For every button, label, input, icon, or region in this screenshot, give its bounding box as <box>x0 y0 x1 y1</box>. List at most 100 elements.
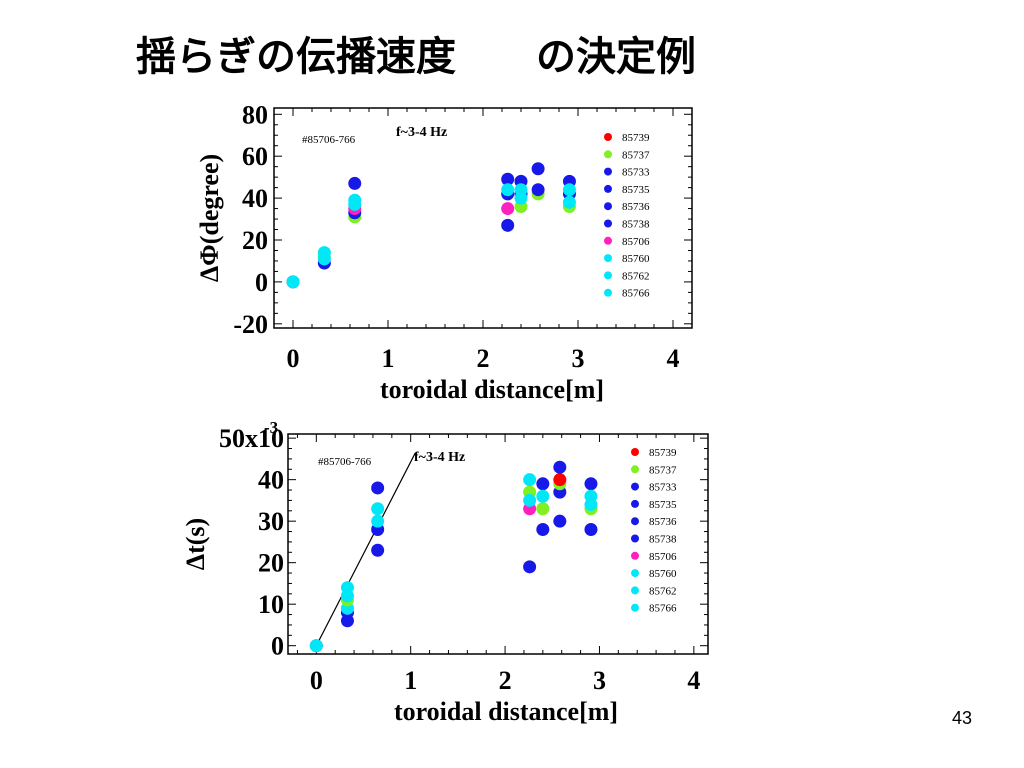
legend-marker <box>604 219 612 228</box>
y-tick-label: -20 <box>233 310 268 339</box>
data-point-85766 <box>523 473 537 487</box>
legend-marker <box>631 534 639 543</box>
legend-label: 85735 <box>622 184 650 196</box>
chart-phase-shot-label: #85706-766 <box>302 134 356 146</box>
legend-marker <box>604 167 612 176</box>
chart-phase-xtick-labels: 0 1 2 3 4 <box>287 344 680 373</box>
data-point-85733 <box>348 176 362 190</box>
chart-phase-freq-label: f~3-4 Hz <box>396 125 447 140</box>
x-tick-label: 1 <box>404 666 417 695</box>
chart-time-points <box>309 460 598 653</box>
x-tick-label: 1 <box>382 344 395 373</box>
chart-phase-ylabel: ΔΦ(degree) <box>195 154 224 282</box>
data-point-85760 <box>523 493 537 507</box>
chart-time-xlabel: toroidal distance[m] <box>394 697 618 726</box>
data-point-85706 <box>501 202 515 216</box>
data-point-85766 <box>371 502 385 516</box>
chart-time-frame <box>287 433 709 655</box>
legend-marker <box>631 551 639 560</box>
legend-marker <box>604 236 612 245</box>
data-point-85733 <box>371 481 385 495</box>
data-point-85766 <box>584 489 598 503</box>
chart-phase-ytick-labels: 80 60 40 20 0 -20 <box>233 100 268 339</box>
data-point-85733 <box>531 162 545 176</box>
chart-time-ytick-labels: 50x10 40 30 20 10 0 <box>219 424 284 661</box>
legend-marker <box>604 202 612 211</box>
x-tick-label: 0 <box>287 344 300 373</box>
y-tick-label: 20 <box>258 549 284 578</box>
legend-marker <box>631 499 639 508</box>
y-tick-label: 60 <box>242 142 268 171</box>
legend-marker <box>604 133 612 141</box>
x-tick-label: 0 <box>310 666 323 695</box>
legend-label: 85739 <box>622 132 650 144</box>
chart-time-legend: 85739 85737 85733 85735 85736 85738 85706 85760… <box>631 447 677 615</box>
legend-label: 85766 <box>622 288 650 300</box>
data-point-85733 <box>536 522 550 536</box>
legend-label: 85733 <box>649 482 677 494</box>
y-tick-label: 50x10 <box>219 424 284 453</box>
x-tick-label: 3 <box>593 666 606 695</box>
legend-label: 85736 <box>649 516 677 528</box>
data-point-85733 <box>553 460 567 474</box>
y-tick-label: 0 <box>255 268 268 297</box>
y-tick-label: 30 <box>258 507 284 536</box>
legend-label: 85736 <box>622 201 650 213</box>
data-point-85733 <box>501 218 515 232</box>
chart-phase-points <box>286 162 576 289</box>
legend-marker <box>631 482 639 491</box>
data-point-85760 <box>371 514 385 528</box>
chart-time-ticks <box>288 434 708 654</box>
legend-label: 85706 <box>622 236 650 248</box>
data-point-85766 <box>348 193 362 207</box>
data-point-85760 <box>317 252 331 266</box>
chart-phase-xlabel: toroidal distance[m] <box>380 375 604 404</box>
data-point-85766 <box>514 183 528 197</box>
data-point-85733 <box>536 477 550 491</box>
legend-marker <box>631 569 639 578</box>
legend-label: 85733 <box>622 167 650 179</box>
data-point-85766 <box>501 183 515 197</box>
legend-marker <box>631 517 639 526</box>
data-point-85766 <box>340 581 354 595</box>
data-point-85760 <box>562 195 576 209</box>
chart-time-fit-line <box>315 452 416 646</box>
x-tick-label: 2 <box>477 344 490 373</box>
legend-marker <box>604 288 612 297</box>
legend-label: 85762 <box>649 585 677 597</box>
chart-time-y-exponent: -3 <box>264 418 278 437</box>
x-tick-label: 2 <box>499 666 512 695</box>
data-point-85760 <box>536 489 550 503</box>
x-tick-label: 4 <box>687 666 700 695</box>
chart-phase-legend: 85739 85737 85733 85735 85736 85738 85706 85760… <box>604 132 650 300</box>
legend-label: 85737 <box>622 149 650 161</box>
legend-marker <box>631 465 639 474</box>
legend-marker <box>631 448 639 456</box>
chart-phase-ticks <box>273 108 693 328</box>
data-point-85737 <box>536 502 550 516</box>
data-point-85733 <box>523 560 537 574</box>
legend-label: 85738 <box>649 534 677 546</box>
y-tick-label: 10 <box>258 590 284 619</box>
legend-marker <box>631 603 639 612</box>
legend-label: 85706 <box>649 551 677 563</box>
data-point-85739 <box>553 473 567 487</box>
legend-label: 85760 <box>649 568 677 580</box>
legend-label: 85739 <box>649 447 677 459</box>
legend-marker <box>604 254 612 263</box>
y-tick-label: 80 <box>242 100 268 129</box>
y-tick-label: 20 <box>242 226 268 255</box>
legend-label: 85760 <box>622 253 650 265</box>
y-tick-label: 40 <box>258 466 284 495</box>
chart-time-xtick-labels: 0 1 2 3 4 <box>310 666 701 695</box>
y-tick-label: 40 <box>242 184 268 213</box>
data-point-85733 <box>584 477 598 491</box>
data-point-85766 <box>562 183 576 197</box>
chart-time-freq-label: f~3-4 Hz <box>414 450 465 465</box>
legend-marker <box>631 586 639 595</box>
y-tick-label: 0 <box>271 632 284 661</box>
data-point-85766 <box>286 275 300 289</box>
data-point-85766 <box>309 639 323 653</box>
